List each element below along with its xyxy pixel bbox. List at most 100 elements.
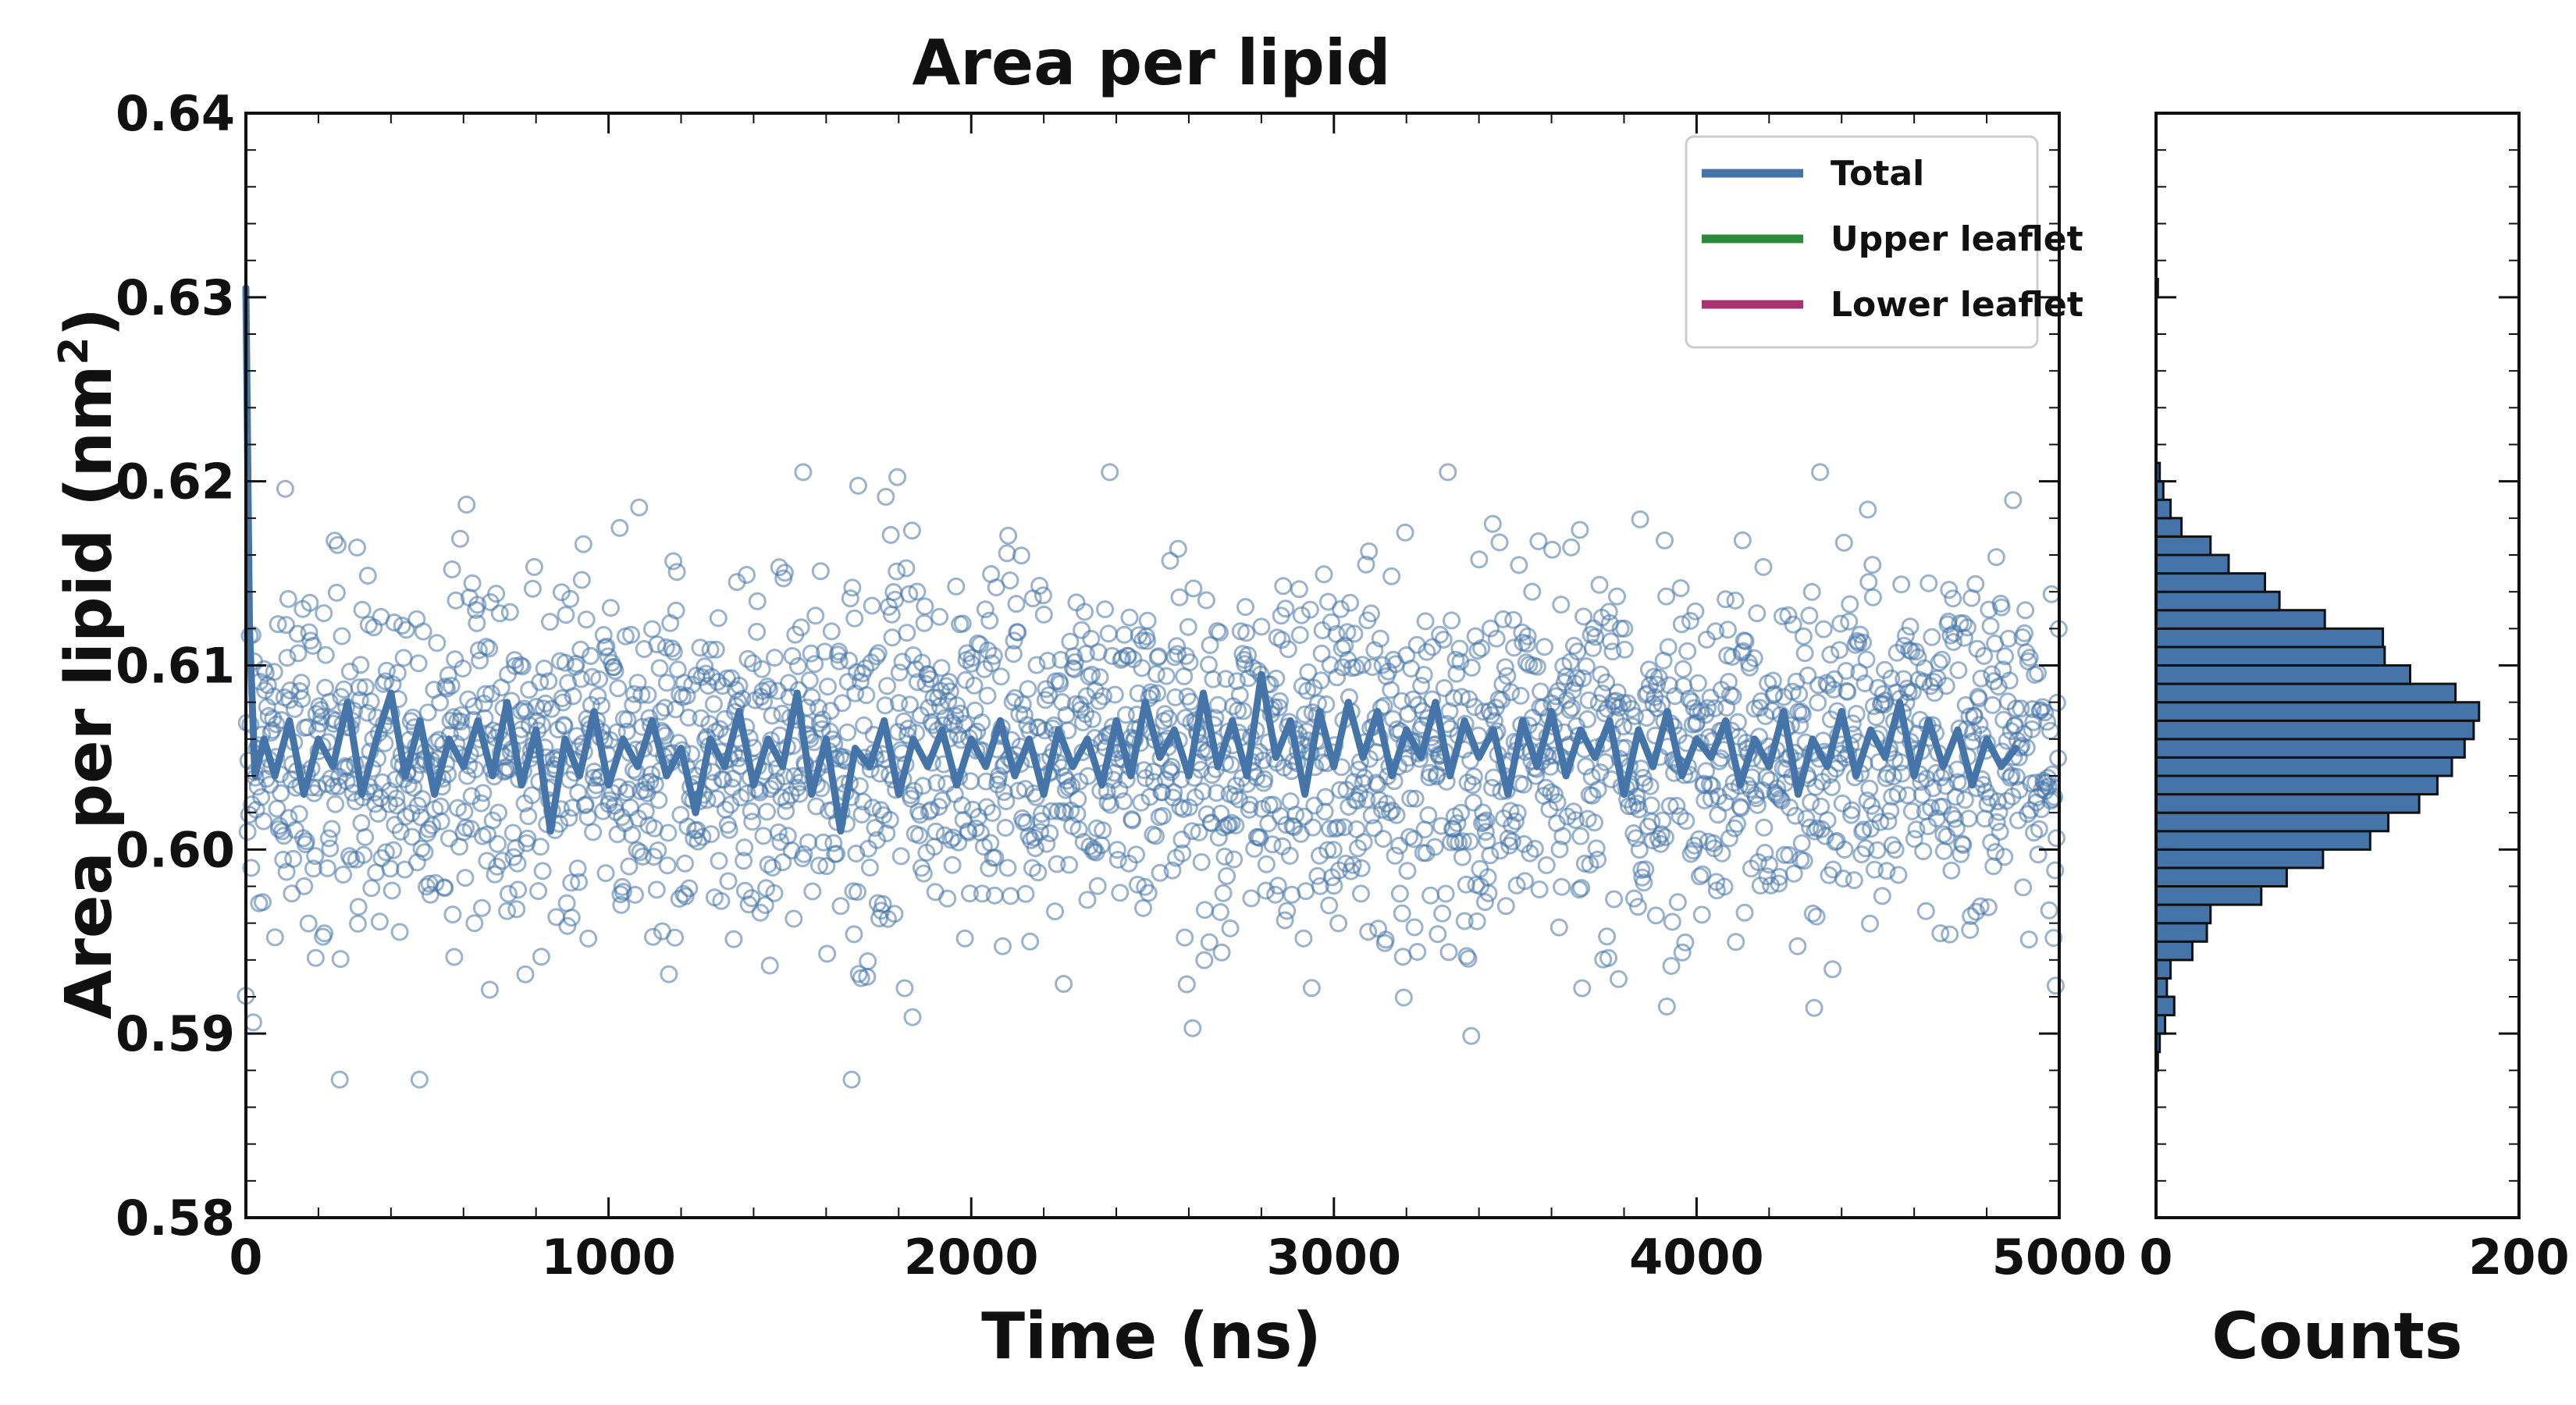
scatter-point xyxy=(685,829,703,848)
scatter-point xyxy=(788,657,807,675)
scatter-point xyxy=(1947,819,1966,838)
histogram-bar xyxy=(2154,609,2326,630)
scatter-point xyxy=(1856,839,1875,858)
scatter-point xyxy=(1677,812,1695,831)
scatter-point xyxy=(1404,690,1422,709)
histogram-bar xyxy=(2154,498,2172,520)
scatter-point xyxy=(1941,925,1959,944)
histogram-bar xyxy=(2154,811,2390,833)
scatter-point xyxy=(680,879,699,898)
scatter-point xyxy=(1755,818,1774,837)
scatter-point xyxy=(480,980,499,999)
scatter-point xyxy=(1550,840,1569,859)
scatter-point xyxy=(415,843,434,862)
scatter-point xyxy=(1514,775,1533,794)
scatter-point xyxy=(1078,891,1097,909)
scatter-point xyxy=(1134,898,1152,917)
y-axis-label: Area per lipid (nm2) xyxy=(51,308,126,1019)
legend-box xyxy=(1685,135,2039,349)
scatter-point xyxy=(973,884,991,903)
scatter-point xyxy=(476,685,495,703)
scatter-point xyxy=(1450,639,1469,658)
scatter-point xyxy=(443,560,461,578)
scatter-point xyxy=(276,479,294,498)
scatter-point xyxy=(1857,650,1876,669)
scatter-point xyxy=(622,625,640,644)
scatter-point xyxy=(1656,531,1674,550)
scatter-point xyxy=(261,775,279,794)
scatter-point xyxy=(1590,575,1609,594)
scatter-point xyxy=(1952,845,1970,863)
scatter-point xyxy=(1387,806,1406,824)
scatter-point xyxy=(1053,693,1072,711)
scatter-point xyxy=(394,649,413,667)
scatter-point xyxy=(807,797,826,816)
scatter-point xyxy=(1240,795,1259,814)
scatter-point xyxy=(1888,784,1907,803)
scatter-point xyxy=(1496,897,1515,916)
scatter-point xyxy=(1218,866,1236,885)
scatter-point xyxy=(1295,807,1314,826)
scatter-point xyxy=(507,900,526,919)
scatter-point xyxy=(1552,596,1571,614)
scatter-point xyxy=(579,929,598,948)
scatter-point xyxy=(1599,948,1617,967)
scatter-point xyxy=(735,852,753,870)
scatter-point xyxy=(1376,930,1395,949)
scatter-point xyxy=(1299,663,1318,681)
scatter-point xyxy=(1579,691,1598,710)
scatter-point xyxy=(847,845,866,863)
scatter-point xyxy=(2016,624,2033,642)
scatter-point xyxy=(388,663,407,682)
scatter-point xyxy=(322,820,341,838)
scatter-point xyxy=(859,952,877,970)
scatter-point xyxy=(803,882,822,901)
scatter-point xyxy=(1195,951,1214,969)
scatter-point xyxy=(1184,579,1203,598)
scatter-point xyxy=(1516,872,1534,891)
scatter-point xyxy=(1252,617,1271,636)
scatter-point xyxy=(390,923,409,941)
scatter-point xyxy=(1673,943,1692,962)
scatter-point xyxy=(1091,668,1109,686)
scatter-point xyxy=(1069,790,1087,809)
scatter-point xyxy=(582,646,600,665)
scatter-point xyxy=(1854,820,1873,839)
scatter-point xyxy=(1517,635,1536,653)
scatter-point xyxy=(535,660,553,678)
scatter-point xyxy=(436,879,454,898)
scatter-point xyxy=(1942,861,1961,880)
scatter-point xyxy=(1404,830,1423,848)
scatter-point xyxy=(720,820,738,839)
scatter-point xyxy=(1657,587,1676,606)
y-axis-label-close: ) xyxy=(52,308,126,336)
scatter-point xyxy=(413,790,432,809)
scatter-point xyxy=(1169,539,1187,558)
scatter-point xyxy=(1967,902,1986,921)
scatter-point xyxy=(1001,571,1019,590)
scatter-point xyxy=(1884,767,1903,786)
scatter-point xyxy=(1302,979,1321,998)
chart-title: Area per lipid xyxy=(912,27,1390,99)
scatter-point xyxy=(1360,542,1379,560)
scatter-point xyxy=(1157,667,1176,685)
scatter-point xyxy=(297,832,315,851)
scatter-point xyxy=(1476,823,1495,841)
scatter-point xyxy=(2041,721,2059,740)
y-tick-label: 0.63 xyxy=(116,269,235,326)
scatter-point xyxy=(349,914,367,933)
scatter-point xyxy=(1986,843,2005,861)
scatter-point xyxy=(1803,904,1822,923)
scatter-point xyxy=(1341,593,1360,612)
scatter-point xyxy=(1436,884,1455,903)
scatter-point xyxy=(1916,902,1935,920)
scatter-point xyxy=(1312,644,1331,663)
scatter-point xyxy=(1065,660,1083,678)
scatter-point xyxy=(557,606,575,624)
scatter-point xyxy=(1937,677,1955,695)
scatter-point xyxy=(1987,813,2006,831)
scatter-point xyxy=(1215,847,1234,866)
scatter-point xyxy=(1019,680,1037,699)
scatter-point xyxy=(1073,621,1091,639)
scatter-point xyxy=(843,578,862,597)
